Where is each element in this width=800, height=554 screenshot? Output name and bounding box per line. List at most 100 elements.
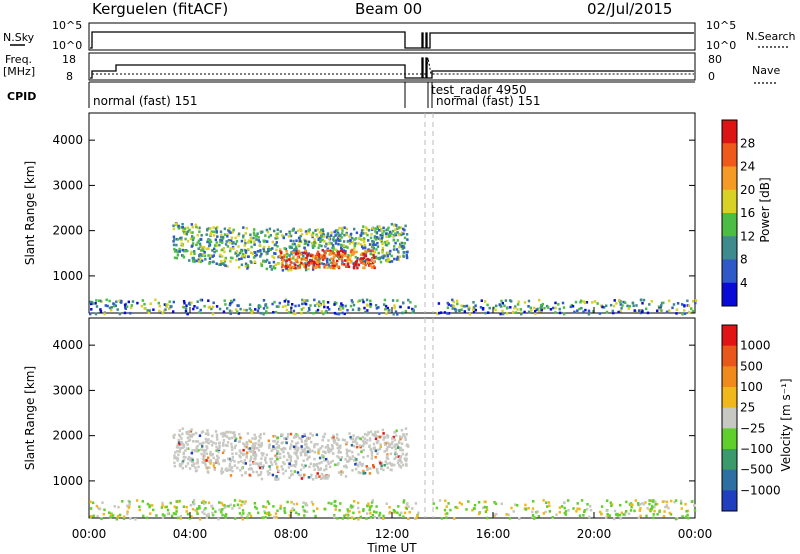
echo-cell <box>126 512 129 516</box>
echo-cell <box>323 507 327 511</box>
echo-cell <box>200 246 203 249</box>
echo-cell <box>386 228 389 232</box>
echo-cell <box>327 439 330 442</box>
echo-cell <box>117 505 120 509</box>
echo-cell <box>341 311 344 315</box>
echo-cell <box>304 502 308 505</box>
echo-cell <box>384 308 387 311</box>
echo-cell <box>331 447 334 450</box>
echo-cell <box>182 300 186 303</box>
echo-cell <box>289 457 292 461</box>
echo-cell <box>379 445 382 449</box>
echo-cell <box>624 301 627 304</box>
colorbar-segment <box>722 325 737 347</box>
echo-cell <box>181 222 184 226</box>
cpid-segment-1: normal (fast) 151 <box>93 94 197 108</box>
echo-cell <box>197 465 200 469</box>
velocity-echo-layer <box>89 427 697 521</box>
echo-cell <box>326 233 329 237</box>
echo-cell <box>439 311 443 314</box>
echo-cell <box>242 226 245 229</box>
echo-cell <box>371 245 374 249</box>
echo-cell <box>161 516 165 519</box>
echo-cell <box>575 510 578 513</box>
echo-cell <box>206 240 209 244</box>
echo-cell <box>398 456 402 460</box>
echo-cell <box>326 260 329 264</box>
echo-cell <box>194 448 197 452</box>
echo-cell <box>282 255 286 259</box>
echo-cell <box>265 310 268 313</box>
echo-cell <box>212 234 216 237</box>
echo-cell <box>516 308 519 311</box>
echo-cell <box>519 308 522 311</box>
echo-cell <box>192 499 196 502</box>
echo-cell <box>238 506 241 510</box>
echo-cell <box>215 458 218 462</box>
echo-cell <box>265 311 268 315</box>
echo-cell <box>282 446 285 450</box>
echo-cell <box>372 433 375 436</box>
echo-cell <box>354 237 358 240</box>
echo-cell <box>318 262 321 266</box>
echo-cell <box>326 232 330 235</box>
echo-cell <box>333 514 336 517</box>
echo-cell <box>405 254 408 257</box>
echo-cell <box>89 312 92 316</box>
echo-cell <box>396 255 400 259</box>
echo-cell <box>315 462 319 466</box>
echo-cell <box>196 226 200 230</box>
echo-cell <box>276 228 279 231</box>
colorbar-tick-label: 20 <box>740 183 755 197</box>
echo-cell <box>283 254 286 257</box>
colorbar-segment <box>722 166 737 191</box>
echo-cell <box>161 513 165 516</box>
echo-cell <box>382 432 385 435</box>
echo-cell <box>316 254 319 257</box>
echo-cell <box>230 236 233 240</box>
echo-cell <box>585 301 589 304</box>
echo-cell <box>396 299 399 302</box>
echo-cell <box>177 224 180 228</box>
echo-cell <box>270 268 273 271</box>
echo-cell <box>292 464 295 467</box>
echo-cell <box>385 456 389 460</box>
echo-cell <box>209 462 212 465</box>
echo-cell <box>208 466 211 469</box>
echo-cell <box>374 430 377 434</box>
echo-cell <box>368 445 371 448</box>
echo-cell <box>578 307 581 311</box>
echo-cell <box>254 436 258 439</box>
echo-cell <box>388 442 391 446</box>
echo-cell <box>179 463 183 466</box>
echo-cell <box>361 245 364 249</box>
echo-cell <box>359 437 362 441</box>
echo-cell <box>383 435 386 439</box>
echo-cell <box>296 457 299 460</box>
echo-cell <box>166 512 170 516</box>
echo-cell <box>340 470 343 473</box>
echo-cell <box>271 302 274 306</box>
echo-cell <box>395 429 398 433</box>
echo-cell <box>198 230 201 233</box>
echo-cell <box>241 517 244 521</box>
echo-cell <box>337 462 340 465</box>
echo-cell <box>684 502 687 506</box>
echo-cell <box>386 254 389 257</box>
echo-cell <box>346 449 349 453</box>
echo-cell <box>352 434 355 437</box>
echo-cell <box>308 263 311 266</box>
echo-cell <box>177 438 180 442</box>
echo-cell <box>129 517 132 520</box>
echo-cell <box>488 306 491 310</box>
echo-cell <box>393 463 396 467</box>
echo-cell <box>172 243 176 247</box>
echo-cell <box>221 236 225 239</box>
echo-cell <box>281 269 285 272</box>
echo-cell <box>368 264 371 267</box>
echo-cell <box>618 513 622 517</box>
echo-cell <box>674 499 678 502</box>
cpid-label: CPID <box>7 90 36 103</box>
echo-cell <box>252 470 255 474</box>
